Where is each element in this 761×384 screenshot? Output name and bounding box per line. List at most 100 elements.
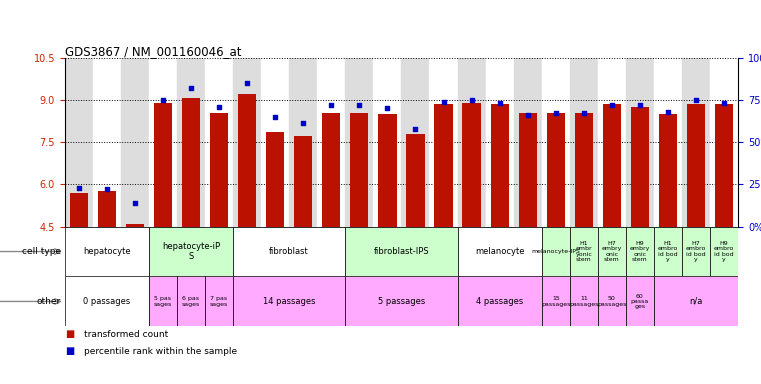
Bar xyxy=(570,227,598,276)
Bar xyxy=(261,58,289,227)
Point xyxy=(185,85,197,91)
Text: 6 pas
sages: 6 pas sages xyxy=(182,296,200,307)
Bar xyxy=(233,276,345,326)
Point xyxy=(269,114,282,120)
Bar xyxy=(374,58,401,227)
Point xyxy=(718,100,731,106)
Bar xyxy=(322,113,340,227)
Text: H1
embro
id bod
y: H1 embro id bod y xyxy=(658,241,678,262)
Text: other: other xyxy=(37,297,61,306)
Bar xyxy=(659,114,677,227)
Bar xyxy=(154,103,172,227)
Text: H7
embry
onic
stem: H7 embry onic stem xyxy=(602,241,622,262)
Text: GDS3867 / NM_001160046_at: GDS3867 / NM_001160046_at xyxy=(65,45,241,58)
Bar xyxy=(317,58,345,227)
Text: n/a: n/a xyxy=(689,297,702,306)
Bar xyxy=(486,58,514,227)
Point xyxy=(662,109,674,115)
Point xyxy=(297,121,309,127)
Bar xyxy=(542,276,570,326)
Text: 4 passages: 4 passages xyxy=(476,297,524,306)
Bar xyxy=(457,58,486,227)
Bar xyxy=(682,227,710,276)
Bar xyxy=(65,227,149,276)
Bar xyxy=(401,58,429,227)
Bar xyxy=(205,276,233,326)
Bar xyxy=(575,113,593,227)
Bar xyxy=(289,58,317,227)
Bar xyxy=(406,134,425,227)
Bar xyxy=(518,113,537,227)
Text: cell type: cell type xyxy=(22,247,61,256)
Point xyxy=(634,102,646,108)
Bar xyxy=(182,98,200,227)
Bar xyxy=(626,227,654,276)
Bar xyxy=(626,276,654,326)
Point xyxy=(521,112,533,118)
Bar xyxy=(378,114,396,227)
Bar xyxy=(97,191,116,227)
Bar xyxy=(687,104,705,227)
Point xyxy=(690,97,702,103)
Text: ■: ■ xyxy=(65,329,74,339)
Bar xyxy=(149,227,233,276)
Text: 60
passa
ges: 60 passa ges xyxy=(631,293,649,310)
Bar xyxy=(570,276,598,326)
Bar xyxy=(542,227,570,276)
Bar xyxy=(598,227,626,276)
Bar xyxy=(126,224,144,227)
Point xyxy=(606,102,618,108)
Bar xyxy=(715,104,734,227)
Point xyxy=(549,110,562,116)
Point xyxy=(353,102,365,108)
Text: 7 pas
sages: 7 pas sages xyxy=(210,296,228,307)
Bar xyxy=(457,276,542,326)
Bar xyxy=(654,276,738,326)
Text: H9
embry
onic
stem: H9 embry onic stem xyxy=(630,241,650,262)
Bar xyxy=(457,227,542,276)
Text: hepatocyte-iP
S: hepatocyte-iP S xyxy=(162,242,220,261)
Bar xyxy=(345,276,457,326)
Text: H1
embr
yonic
stem: H1 embr yonic stem xyxy=(575,241,592,262)
Bar xyxy=(205,58,233,227)
Text: percentile rank within the sample: percentile rank within the sample xyxy=(84,347,237,356)
Point xyxy=(72,185,84,191)
Text: transformed count: transformed count xyxy=(84,329,168,339)
Bar xyxy=(69,193,88,227)
Text: melanocyte-IPS: melanocyte-IPS xyxy=(531,249,580,254)
Bar xyxy=(210,113,228,227)
Bar xyxy=(654,227,682,276)
Bar xyxy=(233,227,345,276)
Point xyxy=(381,105,393,111)
Bar xyxy=(570,58,598,227)
Bar xyxy=(345,227,457,276)
Bar xyxy=(603,104,621,227)
Bar xyxy=(65,58,93,227)
Bar xyxy=(598,276,626,326)
Bar xyxy=(682,58,710,227)
Text: fibroblast-IPS: fibroblast-IPS xyxy=(374,247,429,256)
Bar xyxy=(233,58,261,227)
Text: 5 pas
sages: 5 pas sages xyxy=(154,296,172,307)
Bar xyxy=(514,58,542,227)
Point xyxy=(409,126,422,132)
Bar xyxy=(177,276,205,326)
Bar xyxy=(435,104,453,227)
Text: 15
passages: 15 passages xyxy=(541,296,571,307)
Point xyxy=(494,100,506,106)
Bar xyxy=(626,58,654,227)
Text: melanocyte: melanocyte xyxy=(475,247,524,256)
Bar xyxy=(149,58,177,227)
Bar xyxy=(710,227,738,276)
Bar xyxy=(294,136,312,227)
Point xyxy=(466,97,478,103)
Point xyxy=(213,104,225,110)
Bar xyxy=(266,132,285,227)
Text: hepatocyte: hepatocyte xyxy=(83,247,131,256)
Bar xyxy=(177,58,205,227)
Text: 11
passages: 11 passages xyxy=(569,296,598,307)
Text: 50
passages: 50 passages xyxy=(597,296,626,307)
Bar xyxy=(238,94,256,227)
Bar xyxy=(631,107,649,227)
Bar xyxy=(345,58,374,227)
